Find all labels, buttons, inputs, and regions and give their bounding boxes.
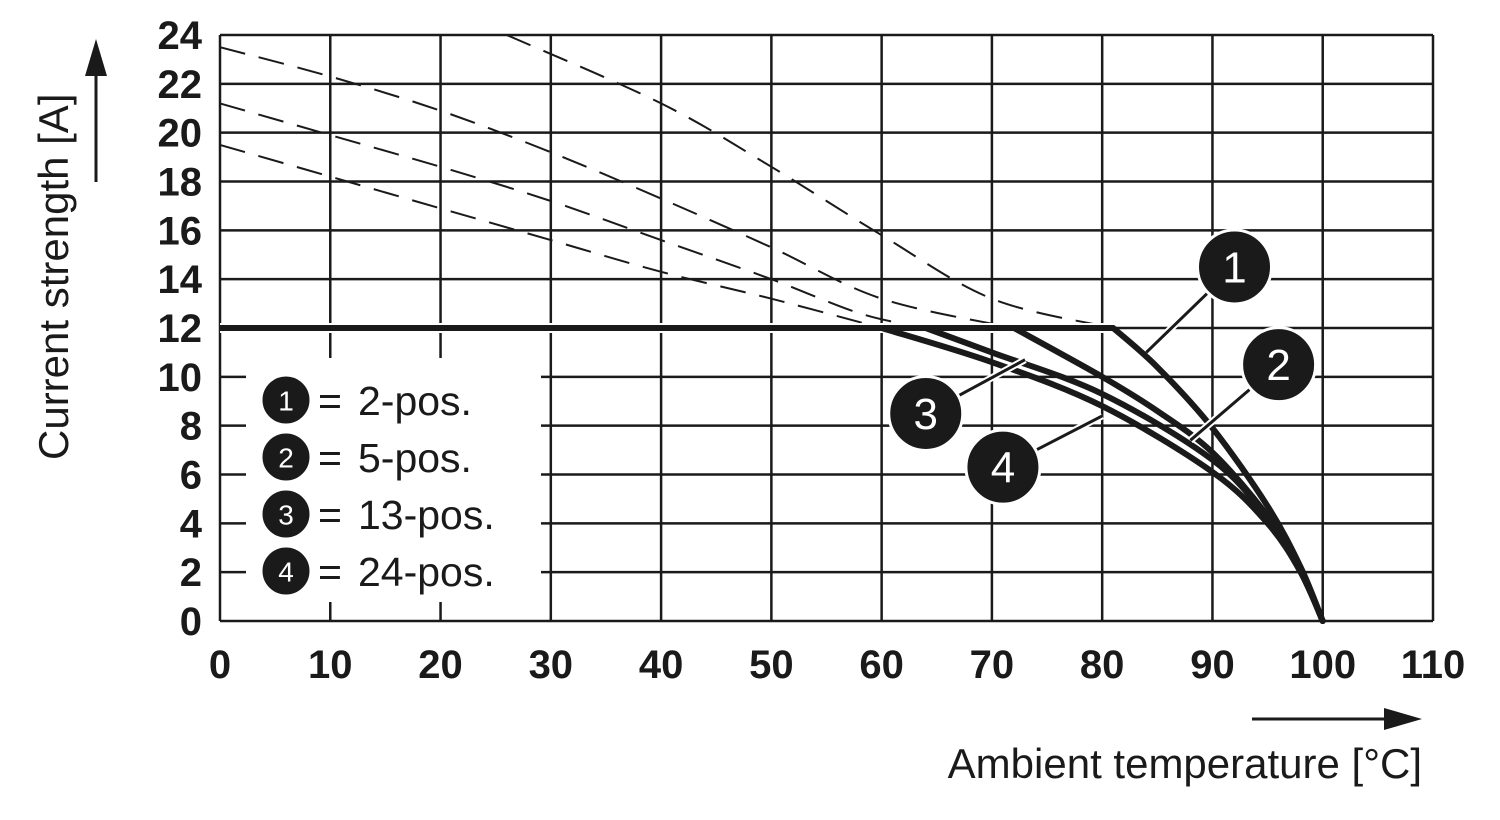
callout-4-badge-disc [964, 428, 1042, 506]
y-tick-label-5: 10 [158, 356, 203, 400]
y-tick-label-11: 22 [158, 63, 203, 107]
legend-item-1-badge-number: 1 [278, 386, 294, 417]
y-tick-label-3: 6 [180, 454, 202, 498]
callout-2-badge-disc [1240, 326, 1318, 404]
legend-item-4-badge-number: 4 [278, 557, 294, 588]
legend-item-3-badge: 3 [259, 487, 313, 541]
x-tick-label-3: 30 [529, 643, 574, 687]
x-tick-label-7: 70 [970, 643, 1015, 687]
x-tick-label-4: 40 [639, 643, 684, 687]
x-tick-label-1: 10 [308, 643, 353, 687]
legend-item-3-equals: = [318, 492, 342, 538]
callout-1-leader [1145, 291, 1209, 354]
legend-item-1-equals: = [318, 378, 342, 424]
series-3-dashed-line [219, 102, 926, 329]
legend-item-4-badge-disc [259, 544, 313, 598]
dashed-extrapolation-lines [219, 34, 1114, 329]
callout-1-badge-disc [1196, 228, 1274, 306]
callout-3-leader [957, 358, 1026, 398]
y-tick-label-1: 2 [180, 551, 202, 595]
x-tick-label-5: 50 [749, 643, 794, 687]
legend-item-4-label: 24-pos. [358, 549, 495, 595]
legend-item-3-badge-number: 3 [278, 500, 294, 531]
series-1-dashed-line [506, 34, 1114, 329]
legend-item-3-label: 13-pos. [358, 492, 495, 538]
series-2-dashed-line [219, 46, 1015, 329]
callout-4-badge: 4 [964, 428, 1042, 506]
legend-item-4-badge: 4 [259, 544, 313, 598]
legend-item-2-label: 5-pos. [358, 435, 472, 481]
y-tick-label-4: 8 [180, 405, 202, 449]
legend-item-2-equals: = [318, 435, 342, 481]
x-tick-label-10: 100 [1289, 643, 1356, 687]
callout-2-badge-number: 2 [1266, 341, 1290, 390]
y-axis-arrow [85, 39, 107, 182]
legend-item-2-badge-disc [259, 430, 313, 484]
y-tick-label-9: 18 [158, 161, 203, 205]
x-tick-label-6: 60 [859, 643, 904, 687]
y-tick-label-0: 0 [180, 600, 202, 644]
legend-item-1-badge: 1 [259, 373, 313, 427]
callout-3-badge-disc [887, 374, 965, 452]
legend-item-2-badge: 2 [259, 430, 313, 484]
legend-item-3-badge-disc [259, 487, 313, 541]
x-tick-label-9: 90 [1190, 643, 1235, 687]
legend-item-1-label: 2-pos. [358, 378, 472, 424]
callout-4-leader [1035, 414, 1103, 452]
callout-4-badge-number: 4 [991, 444, 1015, 493]
grid [218, 33, 1435, 623]
x-tick-label-2: 20 [418, 643, 463, 687]
legend-item-2-badge-number: 2 [278, 443, 294, 474]
series-4-dashed-line [219, 143, 882, 329]
callout-3-badge: 3 [887, 374, 965, 452]
callout-3-badge-number: 3 [914, 390, 938, 439]
curve-callouts: 12 3 4 [887, 228, 1318, 506]
x-tick-label-11: 110 [1401, 643, 1466, 687]
y-axis-title: Current strength [A] [30, 94, 77, 461]
y-tick-label-2: 4 [180, 502, 203, 546]
y-tick-label-7: 14 [158, 258, 203, 302]
callout-1-badge: 1 [1196, 228, 1274, 306]
legend-item-4-equals: = [318, 549, 342, 595]
y-tick-label-12: 24 [158, 14, 203, 58]
callout-2-badge: 2 [1240, 326, 1318, 404]
callout-2-leader [1189, 387, 1252, 442]
x-tick-label-8: 80 [1080, 643, 1125, 687]
legend: 1 = 2-pos. 2 = 5-pos. 3 = 13-pos. 4 = 24-pos. [246, 358, 541, 602]
y-tick-label-6: 12 [158, 307, 203, 351]
x-tick-label-0: 0 [209, 643, 231, 687]
x-axis-title: Ambient temperature [°C] [948, 740, 1422, 787]
axis-ticks: 0 10 20 30 40 50 60 70 80 90 100 110024681012141618… [158, 14, 1466, 687]
series-4-curve [878, 325, 1326, 624]
y-tick-label-10: 20 [158, 112, 203, 156]
callout-1-badge-number: 1 [1222, 243, 1246, 292]
derating-curves [220, 323, 1326, 624]
x-axis-arrow [1252, 708, 1422, 730]
legend-item-1-badge-disc [259, 373, 313, 427]
y-tick-label-8: 16 [158, 209, 203, 253]
